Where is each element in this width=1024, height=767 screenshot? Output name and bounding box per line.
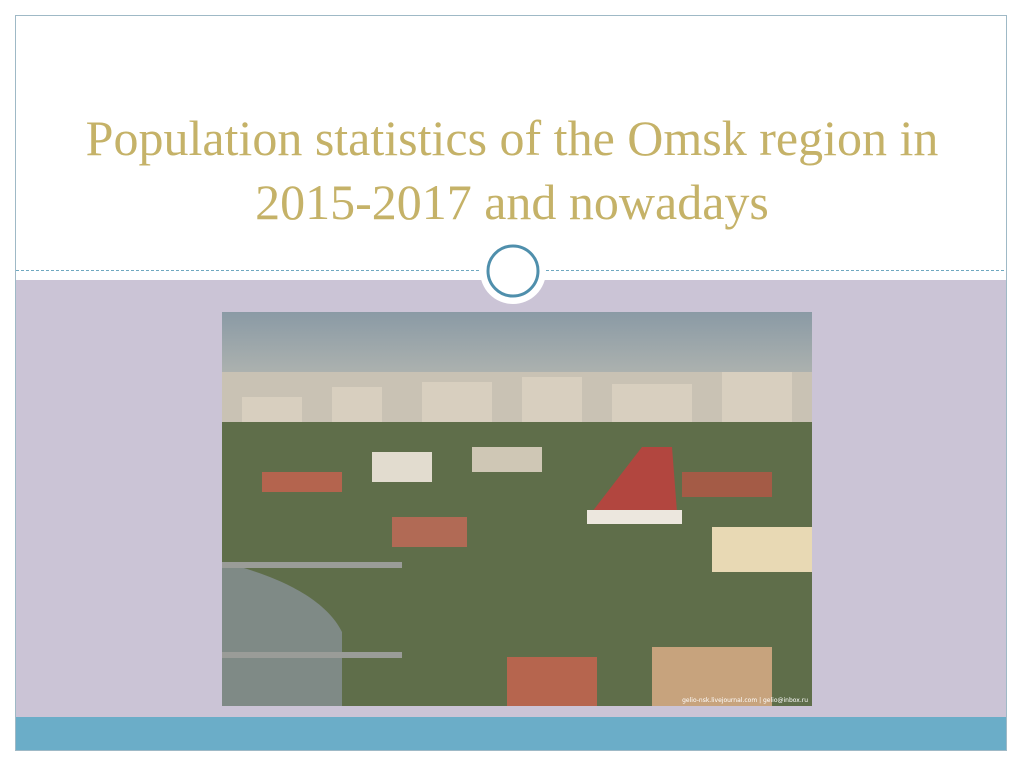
theater-roof <box>592 447 677 512</box>
footer-bar <box>16 717 1006 750</box>
circle-ring <box>486 244 540 298</box>
river <box>222 562 342 706</box>
photo-credit: gelio-nsk.livejournal.com | gelio@inbox.… <box>682 697 808 704</box>
slide: Population statistics of the Omsk region… <box>15 15 1007 751</box>
divider <box>16 238 1006 304</box>
far-buildings <box>222 372 812 422</box>
slide-title: Population statistics of the Omsk region… <box>85 110 939 230</box>
buildings <box>242 372 812 706</box>
bridge <box>222 562 402 568</box>
theater-base <box>587 510 682 524</box>
bridge <box>222 652 402 658</box>
city-photo: gelio-nsk.livejournal.com | gelio@inbox.… <box>222 312 812 706</box>
